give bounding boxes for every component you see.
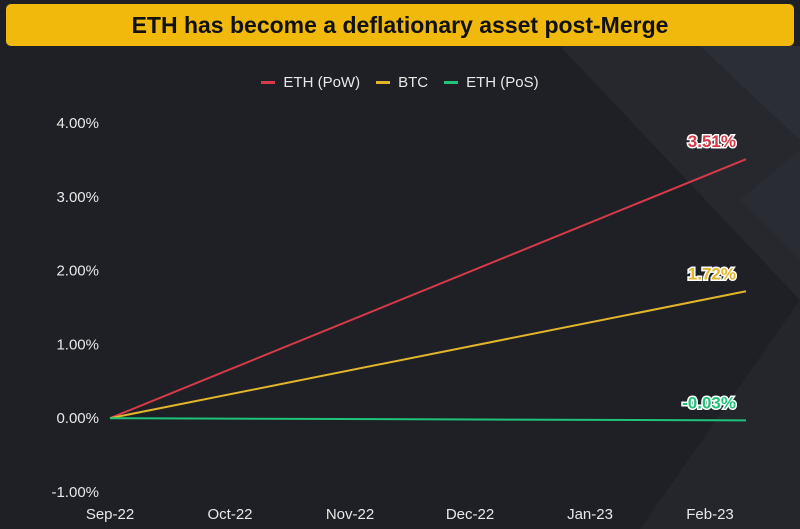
end-value-label-0: 3.51% [688, 132, 736, 151]
series-line-0 [109, 158, 747, 420]
x-tick-label: Jan-23 [567, 506, 613, 523]
x-tick-label: Nov-22 [326, 506, 374, 523]
y-tick-label: 2.00% [56, 263, 99, 280]
title-banner: ETH has become a deflationary asset post… [6, 4, 794, 46]
y-tick-label: 1.00% [56, 336, 99, 353]
legend-item-eth-pow: ETH (PoW) [261, 74, 360, 91]
legend: ETH (PoW) BTC ETH (PoS) [0, 74, 800, 91]
chart-title: ETH has become a deflationary asset post… [131, 11, 669, 38]
end-value-label-2: -0.03% [682, 393, 736, 412]
x-tick-label: Dec-22 [446, 506, 494, 523]
x-tick-label: Feb-23 [686, 506, 734, 523]
x-tick-label: Oct-22 [207, 506, 252, 523]
series-line-1 [109, 290, 747, 420]
legend-swatch-eth-pow [261, 81, 276, 84]
legend-swatch-btc [376, 81, 391, 84]
x-tick-label: Sep-22 [86, 506, 134, 523]
legend-swatch-eth-pos [444, 81, 459, 84]
y-tick-label: 0.00% [56, 410, 99, 427]
y-tick-label: 3.00% [56, 189, 99, 206]
y-tick-label: -1.00% [51, 484, 99, 501]
series-line-2 [109, 417, 747, 422]
legend-item-eth-pos: ETH (PoS) [444, 74, 539, 91]
legend-item-btc: BTC [376, 74, 428, 91]
legend-label-btc: BTC [398, 74, 429, 91]
end-value-label-1: 1.72% [688, 264, 736, 283]
y-tick-label: 4.00% [56, 115, 99, 132]
legend-label-eth-pos: ETH (PoS) [466, 74, 539, 91]
legend-label-eth-pow: ETH (PoW) [283, 74, 361, 91]
